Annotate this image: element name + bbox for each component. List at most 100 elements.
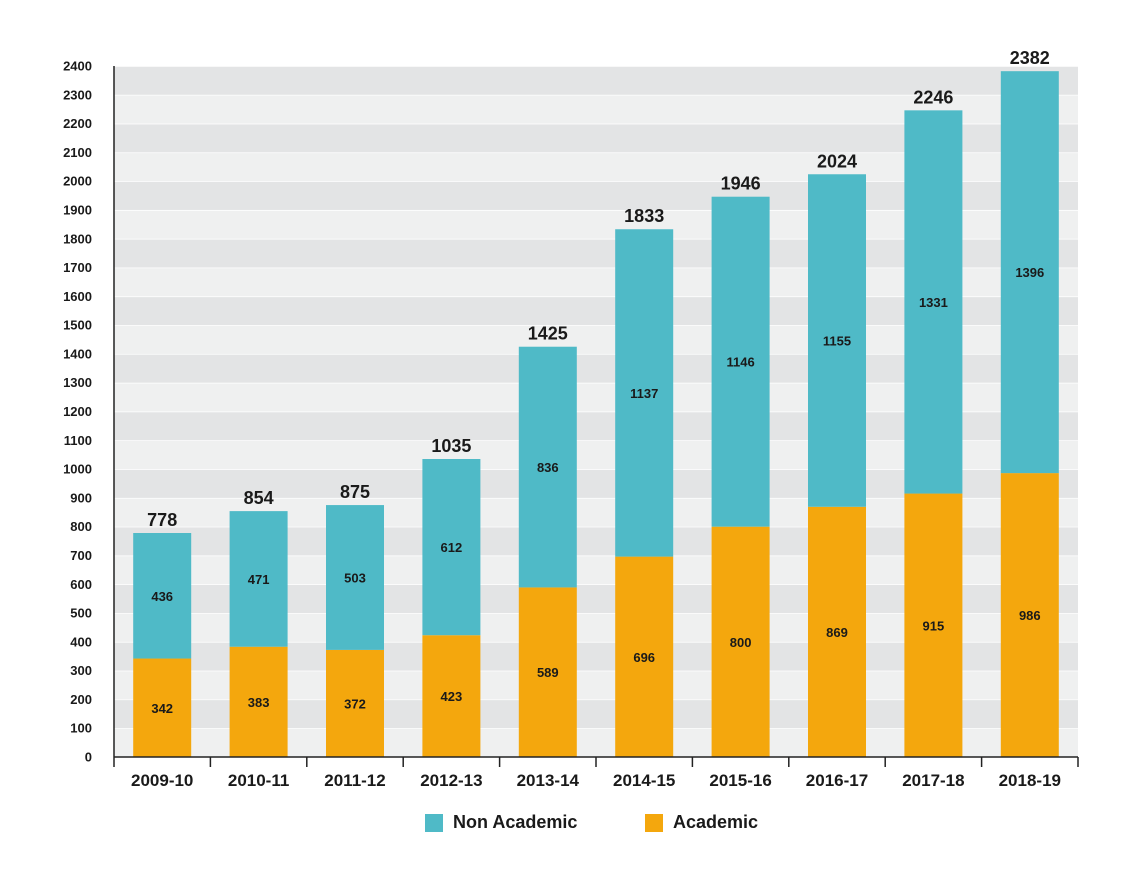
y-tick-label: 100 [70, 721, 92, 736]
bar-non-academic [326, 505, 384, 650]
y-tick-label: 800 [70, 519, 92, 534]
bar-academic [711, 526, 770, 757]
bar-label-academic: 800 [730, 635, 752, 650]
grid-band [114, 66, 1078, 95]
total-labels: 778 854 875 1035 1425 1833 1946 2024 2246 2382 [147, 48, 1050, 530]
bar-label-non-academic: 1396 [1015, 265, 1044, 280]
bar-academic [326, 649, 384, 757]
legend: Non Academic Academic [0, 812, 1140, 838]
bar-label-non-academic: 612 [441, 540, 463, 555]
legend-label-academic: Academic [673, 812, 759, 832]
bar-non-academic [1000, 71, 1059, 474]
bar-label-academic: 869 [826, 625, 848, 640]
bar-academic [229, 646, 288, 757]
bar-total-label: 854 [244, 488, 274, 508]
bars [133, 71, 1059, 757]
y-tick-label: 600 [70, 577, 92, 592]
bar-non-academic [808, 174, 866, 507]
x-tick-label: 2009-10 [131, 771, 193, 790]
y-tick-label: 900 [70, 490, 92, 505]
bar-total-label: 1425 [528, 324, 568, 344]
bar-non-academic [133, 533, 192, 659]
bar-label-non-academic: 471 [248, 572, 270, 587]
x-tick-label: 2010-11 [228, 771, 289, 790]
bar-non-academic [229, 511, 288, 647]
y-tick-label: 1300 [63, 375, 92, 390]
bar-total-label: 1946 [721, 174, 761, 194]
bar-academic [518, 587, 577, 757]
x-tick-label: 2014-15 [613, 771, 675, 790]
bar-non-academic [518, 346, 577, 588]
x-tick-label: 2017-18 [902, 771, 964, 790]
bar-total-label: 875 [340, 482, 370, 502]
bar-label-academic: 423 [441, 689, 463, 704]
x-tick-label: 2015-16 [709, 771, 771, 790]
bar-non-academic [904, 110, 963, 494]
bar-label-academic: 589 [537, 665, 559, 680]
bar-academic [1000, 473, 1059, 757]
bar-non-academic [422, 459, 481, 636]
bar-total-label: 2246 [913, 87, 953, 107]
bar-label-academic: 342 [151, 701, 173, 716]
legend-label-non-academic: Non Academic [453, 812, 578, 832]
y-tick-label: 1800 [63, 231, 92, 246]
y-tick-label: 1000 [63, 462, 92, 477]
bar-non-academic [711, 196, 770, 527]
bar-label-non-academic: 436 [151, 589, 173, 604]
y-tick-label: 0 [85, 750, 92, 765]
legend-swatch-academic [645, 813, 663, 832]
bar-label-academic: 986 [1019, 608, 1041, 623]
bar-academic [808, 506, 866, 757]
y-tick-label: 2300 [63, 87, 92, 102]
y-tick-label: 2200 [63, 116, 92, 131]
y-tick-label: 1500 [63, 318, 92, 333]
bar-label-academic: 915 [923, 618, 945, 633]
x-tick-label: 2016-17 [806, 771, 868, 790]
stacked-bar-chart: 0 100 200 300 400 500 600 700 800 900 1000 1100 1200… [63, 48, 1079, 790]
bar-label-non-academic: 1331 [919, 295, 948, 310]
bar-total-label: 1833 [624, 206, 664, 226]
bar-total-label: 778 [147, 510, 177, 530]
bar-label-non-academic: 1155 [823, 334, 851, 349]
bar-label-non-academic: 836 [537, 460, 559, 475]
y-tick-label: 700 [70, 548, 92, 563]
bar-total-label: 2382 [1010, 48, 1050, 68]
bar-total-label: 2024 [817, 151, 857, 171]
y-tick-label: 500 [70, 606, 92, 621]
y-axis-ticks: 0 100 200 300 400 500 600 700 800 900 1000 1100 1200… [63, 59, 92, 765]
segment-labels: 342 436 383 471 372 503 423 612 589 836 696 1137 800… [151, 265, 1044, 716]
y-tick-label: 1100 [64, 433, 92, 448]
x-tick-label: 2012-13 [420, 771, 482, 790]
y-tick-label: 1400 [63, 346, 92, 361]
y-tick-label: 1900 [63, 202, 92, 217]
y-tick-label: 1200 [63, 404, 92, 419]
y-tick-label: 300 [70, 663, 92, 678]
legend-item-non-academic: Non Academic [425, 812, 577, 833]
axes [113, 66, 1079, 767]
bar-label-academic: 696 [633, 650, 655, 665]
x-axis-ticks: 2009-10 2010-11 2011-12 2012-13 2013-14 2014-… [131, 771, 1061, 790]
x-tick-label: 2013-14 [517, 771, 580, 790]
bar-total-label: 1035 [431, 436, 471, 456]
bar-label-academic: 372 [344, 696, 366, 711]
bar-non-academic [615, 229, 674, 557]
y-tick-label: 2100 [63, 145, 92, 160]
bar-academic [133, 658, 192, 757]
y-tick-label: 1700 [63, 260, 92, 275]
bar-academic [615, 556, 674, 757]
bar-label-non-academic: 1137 [630, 386, 658, 401]
y-tick-label: 400 [70, 634, 92, 649]
y-tick-label: 2400 [63, 59, 92, 74]
legend-swatch-non-academic [425, 813, 443, 832]
bar-academic [422, 635, 481, 757]
x-tick-label: 2018-19 [999, 771, 1061, 790]
bar-academic [904, 493, 963, 757]
y-tick-label: 1600 [63, 289, 92, 304]
y-tick-label: 200 [70, 692, 92, 707]
bar-label-non-academic: 1146 [726, 355, 754, 370]
x-tick-label: 2011-12 [324, 771, 385, 790]
bar-label-academic: 383 [248, 695, 270, 710]
bar-label-non-academic: 503 [344, 570, 366, 585]
legend-item-academic: Academic [645, 812, 758, 833]
y-tick-label: 2000 [63, 174, 92, 189]
